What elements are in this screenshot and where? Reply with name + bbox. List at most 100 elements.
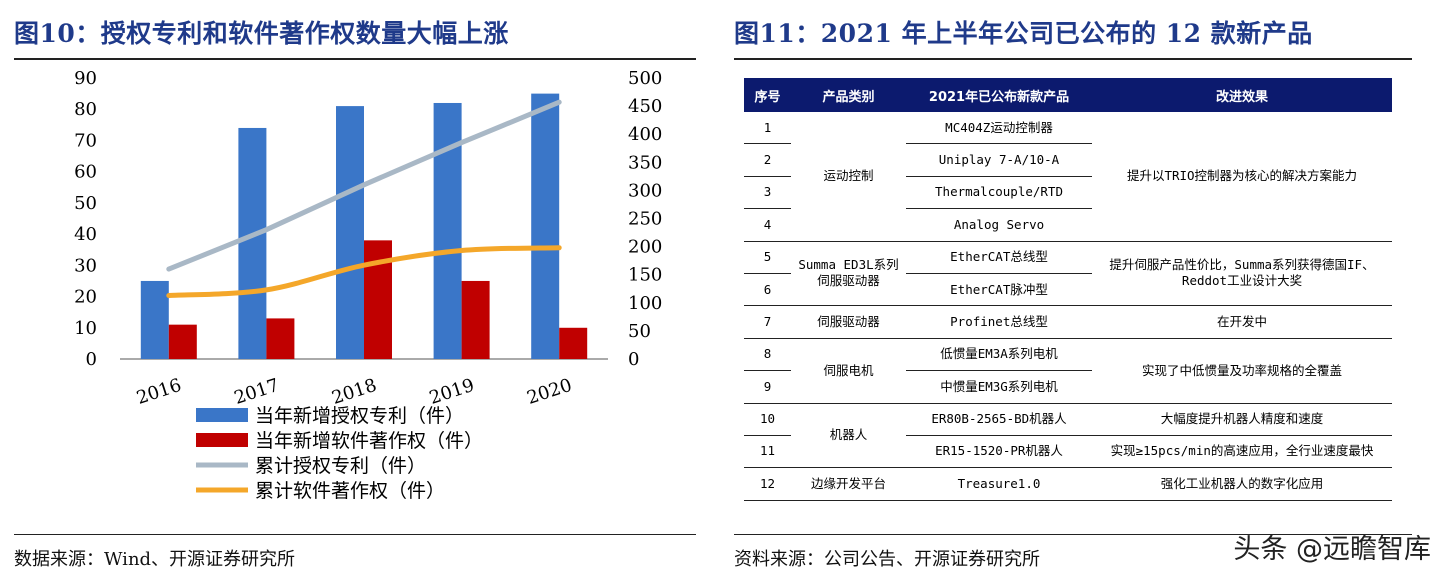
- left-tick-label: 20: [74, 287, 97, 308]
- right-tick-label: 350: [628, 152, 662, 173]
- right-tick-label: 500: [628, 68, 662, 89]
- table-row: 9 中惯量EM3G系列电机: [744, 370, 1392, 404]
- row-product: Thermalcouple/RTD: [906, 175, 1092, 209]
- row-no: 11: [744, 434, 791, 468]
- x-tick-label: 2019: [427, 375, 477, 409]
- left-source: 数据来源：Wind、开源证券研究所: [14, 549, 296, 570]
- x-tick-label: 2020: [524, 375, 574, 409]
- x-tick-label: 2018: [329, 375, 379, 409]
- row-category: 机器人: [791, 402, 906, 468]
- table-row: 7 伺服驱动器 Profinet总线型 在开发中: [744, 305, 1392, 339]
- x-tick-label: 2017: [232, 375, 282, 409]
- row-product: 低惯量EM3A系列电机: [906, 337, 1092, 371]
- row-product: 中惯量EM3G系列电机: [906, 370, 1092, 404]
- row-category: 边缘开发平台: [791, 467, 906, 501]
- table-row: 3 Thermalcouple/RTD: [744, 175, 1392, 209]
- header-category: 产品类别: [791, 78, 906, 112]
- row-no: 7: [744, 305, 791, 339]
- left-source-rule: [14, 534, 696, 535]
- left-tick-label: 10: [74, 318, 97, 339]
- row-no: 6: [744, 272, 791, 306]
- bar: [266, 318, 295, 359]
- row-no: 2: [744, 143, 791, 177]
- right-tick-label: 300: [628, 180, 662, 201]
- table-row: 6 EtherCAT脉冲型: [744, 272, 1392, 306]
- row-effect: 在开发中: [1092, 305, 1392, 339]
- legend-swatch: [196, 433, 248, 447]
- table-row: 12 边缘开发平台 Treasure1.0 强化工业机器人的数字化应用: [744, 467, 1392, 501]
- row-no: 4: [744, 208, 791, 242]
- row-product: ER80B-2565-BD机器人: [906, 402, 1092, 436]
- right-source: 资料来源：公司公告、开源证券研究所: [734, 549, 1040, 570]
- row-product: Treasure1.0: [906, 467, 1092, 501]
- left-tick-label: 40: [74, 224, 97, 245]
- row-no: 5: [744, 240, 791, 274]
- x-tick-label: 2016: [134, 375, 184, 409]
- bar: [461, 280, 490, 359]
- row-no: 8: [744, 337, 791, 371]
- row-product: Analog Servo: [906, 208, 1092, 242]
- right-title-rule: [734, 58, 1412, 60]
- bar: [559, 327, 588, 359]
- right-panel-title: 图11：2021 年上半年公司已公布的 12 款新产品: [734, 19, 1313, 48]
- row-product: EtherCAT总线型: [906, 240, 1092, 274]
- table-row: 8 伺服电机 低惯量EM3A系列电机 实现了中低惯量及功率规格的全覆盖: [744, 337, 1392, 404]
- right-tick-label: 50: [628, 321, 651, 342]
- bar: [531, 93, 560, 359]
- series-line: [166, 245, 562, 298]
- row-no: 9: [744, 370, 791, 404]
- row-no: 10: [744, 402, 791, 436]
- bar: [433, 102, 462, 359]
- row-effect: 提升以TRIO控制器为核心的解决方案能力: [1126, 168, 1358, 184]
- product-table: 序号 产品类别 2021年已公布新款产品 改进效果 1 运动控制 MC404Z运…: [744, 78, 1392, 501]
- row-product: Profinet总线型: [906, 305, 1092, 339]
- row-no: 1: [763, 119, 772, 135]
- right-tick-label: 100: [628, 293, 662, 314]
- right-tick-label: 400: [628, 124, 662, 145]
- row-category-line1: Summa ED3L系列: [798, 257, 899, 273]
- left-tick-label: 80: [74, 99, 97, 120]
- table-header-row: 序号 产品类别 2021年已公布新款产品 改进效果: [744, 78, 1392, 112]
- left-tick-label: 90: [74, 68, 97, 89]
- legend-label: 当年新增授权专利（件）: [255, 405, 464, 427]
- bar: [168, 324, 197, 359]
- header-effect: 改进效果: [1092, 78, 1392, 112]
- row-effect-line1: 提升伺服产品性价比，Summa系列获得德国IF、: [1109, 257, 1375, 273]
- row-category-line2: 伺服驱动器: [817, 273, 880, 289]
- table-row: 4 Analog Servo: [744, 208, 1392, 242]
- bar: [238, 127, 267, 359]
- left-tick-label: 0: [86, 349, 97, 370]
- row-effect-line2: Reddot工业设计大奖: [1181, 273, 1303, 289]
- row-effect: 提升伺服产品性价比，Summa系列获得德国IF、 Reddot工业设计大奖: [1092, 240, 1392, 306]
- header-product: 2021年已公布新款产品: [906, 78, 1092, 112]
- row-no: 12: [744, 467, 791, 501]
- table-row: 5 Summa ED3L系列 伺服驱动器 EtherCAT总线型 提升伺服产品性价…: [744, 240, 1392, 306]
- bar: [336, 106, 364, 359]
- right-tick-label: 150: [628, 265, 662, 286]
- row-effect: 强化工业机器人的数字化应用: [1092, 467, 1392, 501]
- right-tick-label: 250: [628, 209, 662, 230]
- right-tick-label: 0: [628, 349, 639, 370]
- left-tick-label: 30: [74, 255, 97, 276]
- right-source-rule: [734, 534, 1412, 535]
- legend-label: 当年新增软件著作权（件）: [255, 430, 483, 452]
- row-product: ER15-1520-PR机器人: [906, 434, 1092, 468]
- legend-label: 累计授权专利（件）: [255, 455, 426, 477]
- row-effect: 大幅度提升机器人精度和速度: [1092, 402, 1392, 436]
- row-effect: 实现≥15pcs/min的高速应用，全行业速度最快: [1092, 434, 1392, 468]
- row-category: Summa ED3L系列 伺服驱动器: [791, 240, 906, 306]
- series-line: [166, 99, 562, 272]
- table-row: 11 ER15-1520-PR机器人 实现≥15pcs/min的高速应用，全行业…: [744, 434, 1392, 468]
- left-title-rule: [14, 58, 696, 60]
- left-tick-label: 60: [74, 162, 97, 183]
- table-row: 1 运动控制 MC404Z运动控制器 提升以TRIO控制器为核心的解决方案能力: [744, 112, 1392, 184]
- legend-swatch: [196, 408, 248, 422]
- legend-label: 累计软件著作权（件）: [255, 480, 445, 502]
- left-panel-title: 图10：授权专利和软件著作权数量大幅上涨: [14, 19, 509, 48]
- left-tick-label: 50: [74, 193, 97, 214]
- watermark: 头条 @远瞻智库: [1233, 534, 1431, 565]
- bar: [140, 280, 169, 359]
- row-product: MC404Z运动控制器: [945, 119, 1053, 135]
- left-tick-label: 70: [74, 130, 97, 151]
- row-category: 伺服电机: [791, 337, 906, 404]
